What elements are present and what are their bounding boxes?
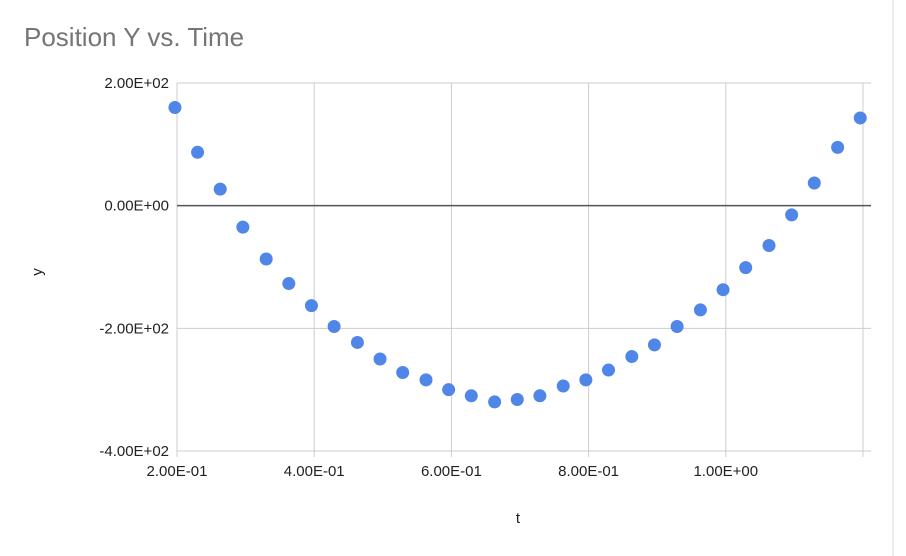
data-point-9 [373, 352, 387, 366]
data-point-5 [282, 277, 296, 291]
data-point-6 [304, 299, 318, 313]
data-point-21 [647, 338, 661, 352]
x-tick-label-4: 1.00E+00 [693, 463, 758, 480]
y-tick-label-2: -2.00E+02 [99, 320, 169, 337]
data-point-27 [785, 208, 799, 222]
y-tick-label-0: 2.00E+02 [104, 75, 169, 92]
data-point-25 [739, 261, 753, 275]
data-point-17 [556, 379, 570, 393]
data-point-22 [670, 319, 684, 333]
data-point-1 [191, 145, 205, 159]
data-point-3 [236, 220, 250, 234]
data-point-23 [693, 303, 707, 317]
data-point-10 [396, 365, 410, 379]
data-point-8 [350, 335, 364, 349]
data-point-29 [831, 140, 845, 154]
data-point-14 [488, 395, 502, 409]
data-points [168, 101, 867, 409]
data-point-12 [442, 383, 456, 397]
x-tick-label-2: 6.00E-01 [421, 463, 482, 480]
data-point-2 [213, 182, 227, 196]
y-tick-label-1: 0.00E+00 [104, 198, 169, 215]
x-axis-title: t [516, 510, 521, 527]
data-point-28 [807, 176, 821, 190]
x-tick-label-0: 2.00E-01 [147, 463, 208, 480]
y-tick-labels: 2.00E+02 0.00E+00 -2.00E+02 -4.00E+02 [99, 75, 169, 460]
data-point-11 [419, 373, 433, 387]
data-point-20 [625, 350, 639, 364]
data-point-4 [259, 252, 273, 266]
data-point-30 [853, 111, 867, 125]
data-point-18 [579, 373, 593, 387]
data-point-7 [327, 319, 341, 333]
data-point-0 [168, 101, 182, 115]
data-point-15 [510, 392, 524, 406]
x-tick-label-3: 8.00E-01 [558, 463, 619, 480]
y-axis-title: y [29, 268, 46, 276]
data-point-13 [464, 389, 478, 403]
data-point-26 [762, 239, 776, 253]
data-point-24 [716, 283, 730, 297]
data-point-19 [601, 363, 615, 377]
data-point-16 [533, 389, 547, 403]
chart-title: Position Y vs. Time [24, 22, 244, 52]
x-tick-label-1: 4.00E-01 [284, 463, 345, 480]
x-tick-labels: 2.00E-01 4.00E-01 6.00E-01 8.00E-01 1.00E+00 [147, 463, 759, 480]
y-tick-label-3: -4.00E+02 [99, 443, 169, 460]
